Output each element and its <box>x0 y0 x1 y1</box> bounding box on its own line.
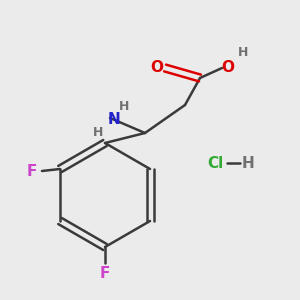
Text: F: F <box>100 266 110 280</box>
Text: H: H <box>93 125 103 139</box>
Text: O: O <box>221 61 235 76</box>
Text: H: H <box>242 155 254 170</box>
Text: H: H <box>119 100 129 112</box>
Text: N: N <box>108 112 120 128</box>
Text: Cl: Cl <box>207 155 223 170</box>
Text: F: F <box>27 164 37 178</box>
Text: O: O <box>151 61 164 76</box>
Text: H: H <box>238 46 248 59</box>
